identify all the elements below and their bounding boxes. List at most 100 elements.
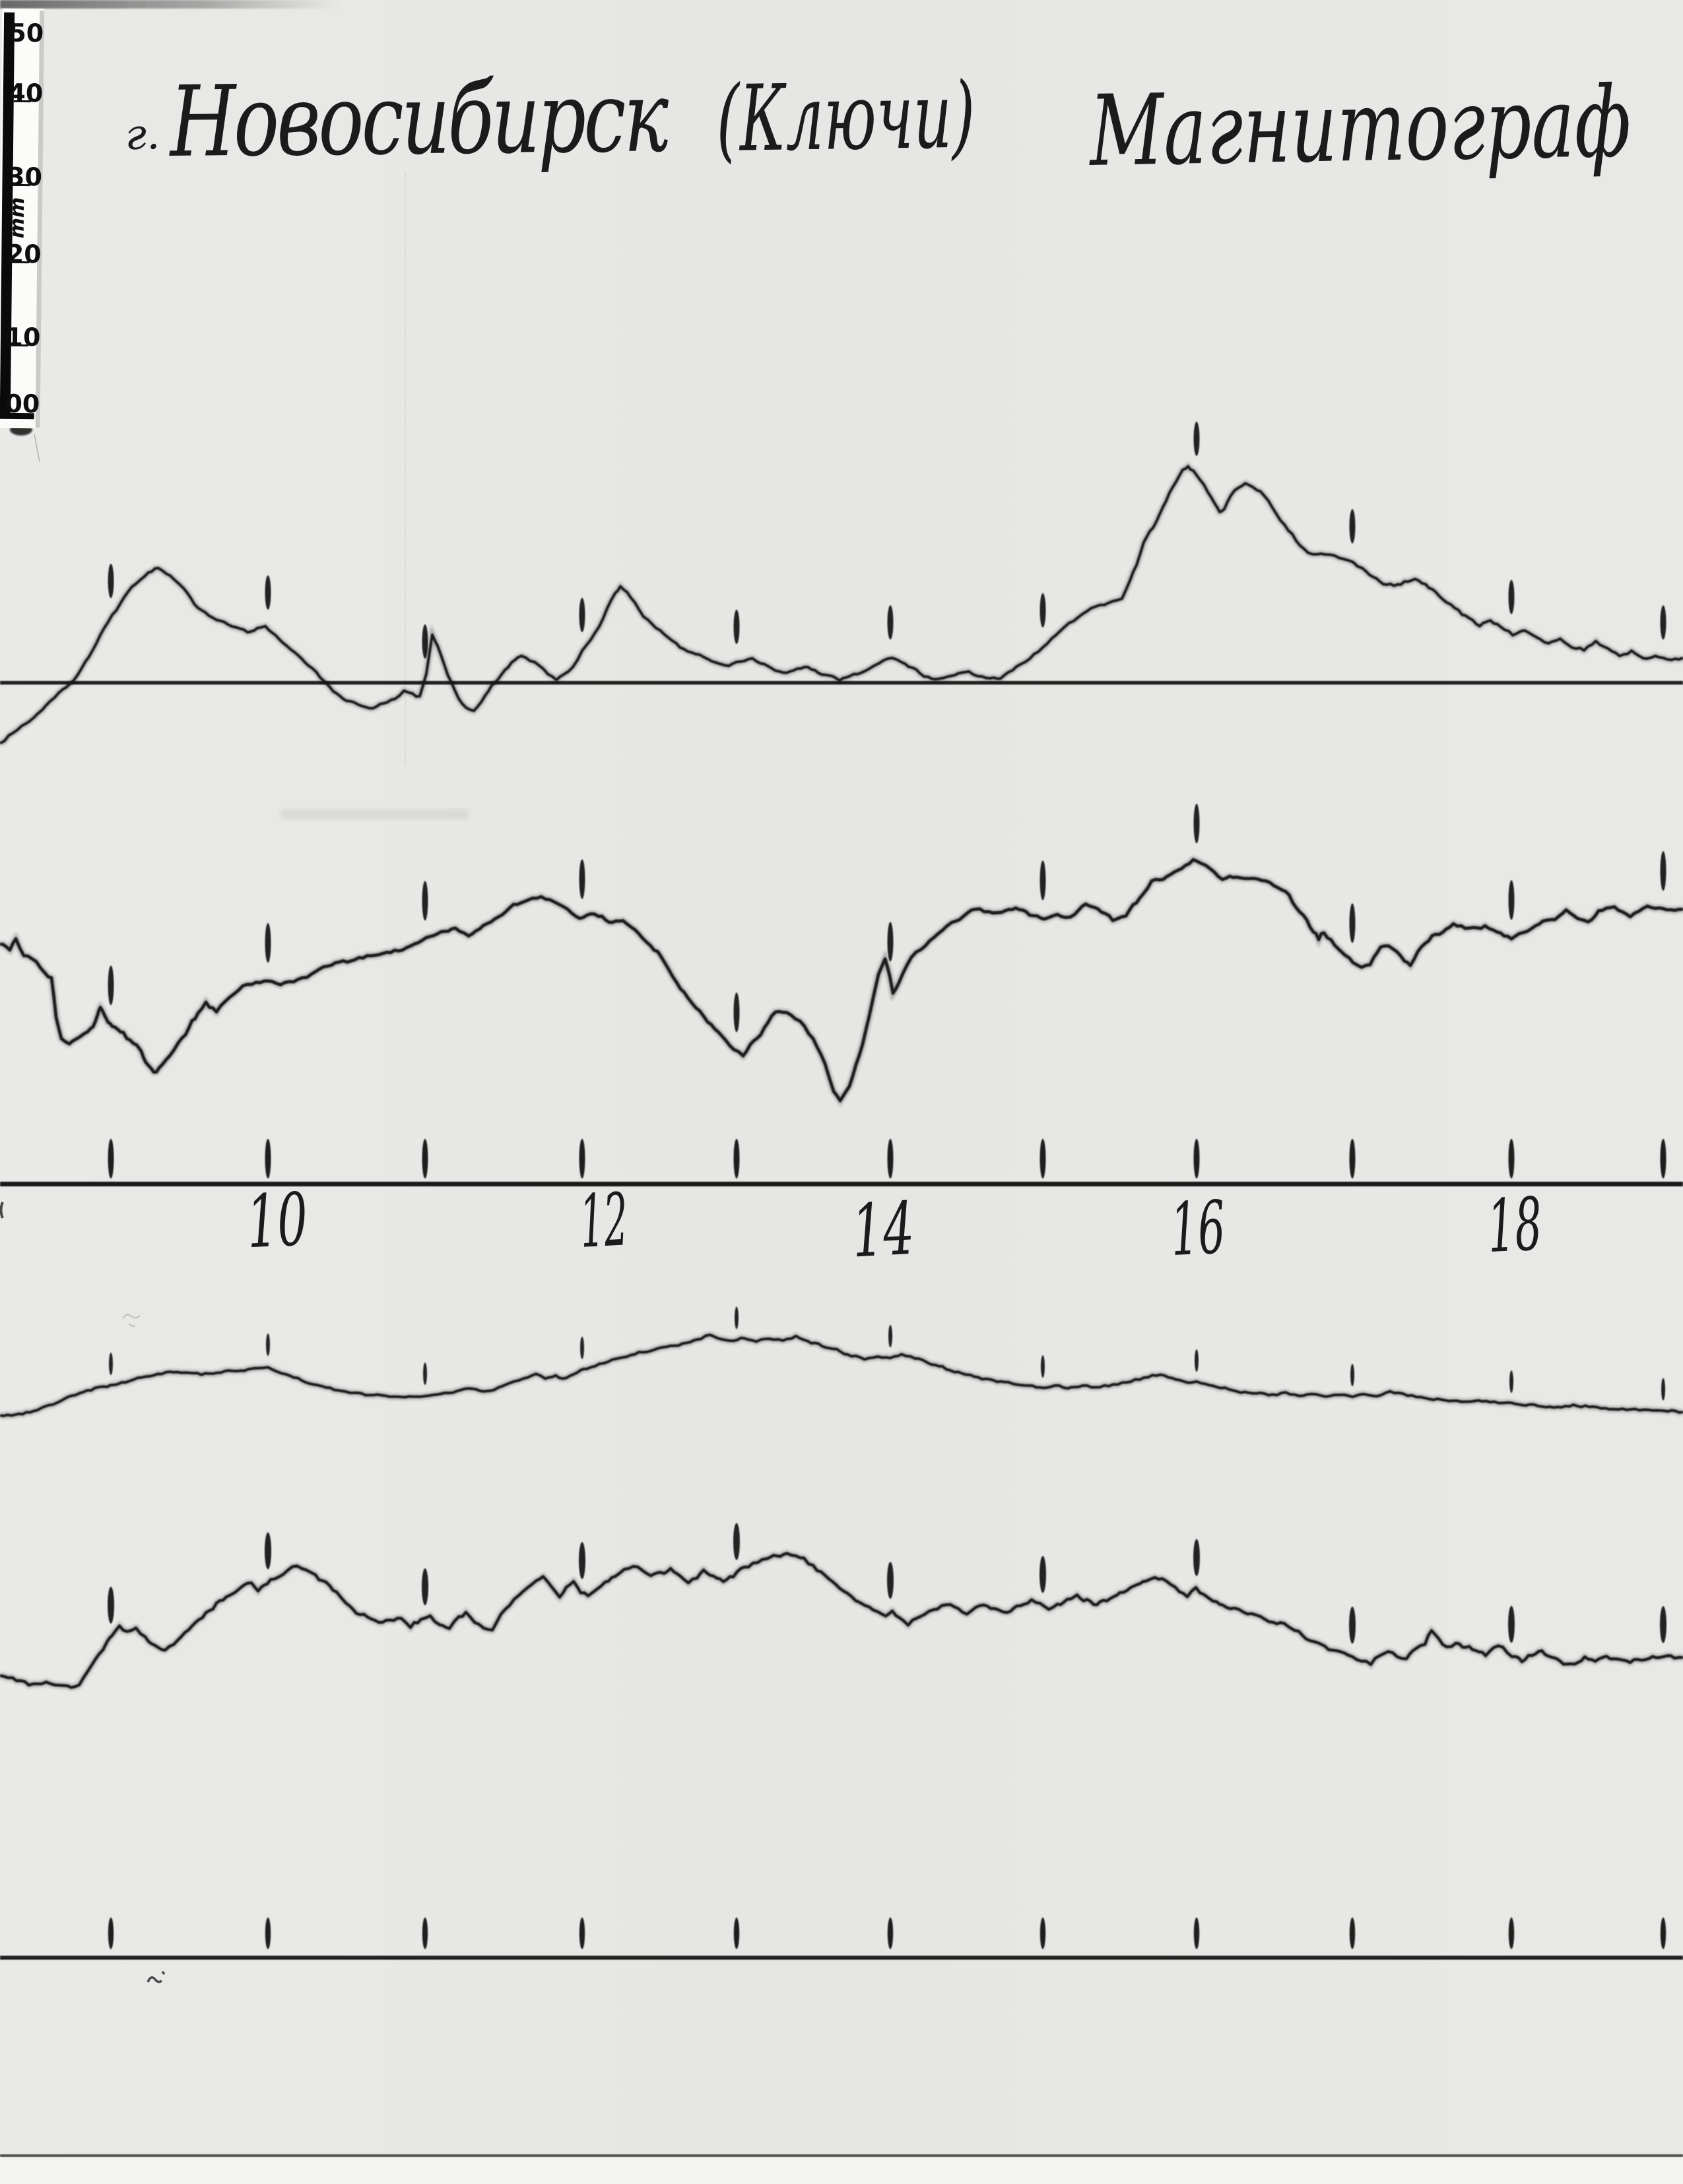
hour-labels: 10 12 14 16 18 [245, 1177, 1544, 1274]
trace-hour-mark-drop [1350, 1364, 1354, 1386]
baselines [0, 681, 1683, 1960]
trace-hour-mark-drop [1508, 579, 1515, 614]
hour-tick-drop [1349, 1917, 1356, 1949]
sheet-bottom-edge [0, 2154, 1683, 2157]
hour-tick-drop [265, 1139, 271, 1178]
baseline-middle [0, 1182, 1683, 1186]
magnetometer-traces [0, 462, 1683, 1691]
pencil-scribble [122, 1314, 141, 1327]
title-station-note: (Ключи) [715, 63, 975, 172]
scratch-mark [34, 434, 40, 463]
hour-label-18: 18 [1486, 1182, 1544, 1269]
trace-hour-mark-drop [887, 605, 894, 640]
scale-unit-label: mm [6, 197, 30, 239]
title-station: Новосибирск [168, 60, 669, 179]
trace-hour-mark-drop [108, 563, 114, 598]
trace-hour-mark-drop [1660, 605, 1666, 640]
trace-hour-mark-drop [422, 881, 428, 921]
trace-hour-mark-drop [422, 1568, 428, 1605]
hour-tick-rows [108, 1116, 1666, 1955]
hour-label-16: 16 [1169, 1185, 1228, 1272]
mm-scale-bar: 50 40 30 20 10 00 mm [0, 8, 45, 429]
trace-hour-mark-drop [887, 1562, 894, 1599]
title-instrument: Магнитограф [1087, 65, 1632, 188]
trace-hour-mark-drop [1040, 860, 1046, 901]
trace-hour-mark-drop [1349, 1607, 1356, 1644]
hour-tick-drop [733, 1917, 740, 1949]
trace-hour-mark-drop [109, 1353, 113, 1375]
trace-hour-mark-drop [1661, 1378, 1665, 1401]
trace-hour-mark-drop [108, 965, 114, 1006]
trace-hour-mark-drop [265, 575, 271, 610]
hour-label-10: 10 [245, 1177, 310, 1265]
scale-strip-edge-shadow [35, 11, 45, 428]
trace-hour-mark-drop [579, 859, 585, 899]
trace-hour-mark-drop [423, 1363, 427, 1385]
baseline-top [0, 681, 1683, 685]
trace-hour-mark-drop [580, 1336, 584, 1359]
hour-tick-drop [108, 1139, 114, 1178]
trace-hour-mark-drop [733, 610, 740, 644]
hour-tick-drop [1660, 1917, 1666, 1949]
hour-tick-drop [422, 1917, 428, 1949]
top-left-shadow-streak [0, 0, 340, 9]
scale-tick-lines [11, 100, 31, 347]
scale-label-10: 10 [5, 323, 40, 352]
trace-hour-mark-drop [1193, 804, 1200, 844]
hour-tick-drop [733, 1139, 740, 1178]
trace-hour-mark-drop [1660, 1606, 1666, 1644]
edge-label-fragment [0, 1202, 4, 1219]
scanner-background [0, 2156, 1683, 2184]
smudge [280, 809, 469, 819]
hour-tick-drop [1193, 1917, 1200, 1949]
hour-tick-drop [1508, 1917, 1515, 1949]
trace-hour-marks [108, 376, 1666, 1667]
trace-hour-mark-drop [266, 1333, 270, 1356]
trace-hour-mark-drop [1040, 593, 1046, 627]
hour-label-12: 12 [578, 1177, 630, 1264]
trace-hour-mark-drop [735, 1306, 739, 1330]
trace-hour-mark-drop [579, 598, 585, 632]
scale-strip-foot [0, 412, 34, 420]
hour-tick-drop [1349, 1139, 1356, 1178]
trace-hour-mark-drop [1508, 880, 1515, 920]
scale-label-50: 50 [9, 18, 44, 48]
heading: г. Новосибирск (Ключи) Магнитограф [125, 60, 1632, 188]
hour-tick-drop [1508, 1139, 1515, 1178]
crease-line [405, 172, 406, 765]
scale-tick-labels: 50 40 30 20 10 00 [5, 18, 44, 419]
hour-tick-drop [887, 1139, 894, 1178]
hour-tick-drop [1660, 1139, 1666, 1178]
trace-hour-mark-drop [1349, 509, 1356, 544]
trace-hour-mark-drop [1660, 851, 1666, 891]
trace-hour-mark-drop [1193, 1539, 1200, 1576]
trace-2 [0, 858, 1683, 1103]
trace-hour-mark-drop [1508, 1605, 1515, 1643]
baseline-bottom [0, 1956, 1683, 1960]
hour-tick-drop [265, 1917, 271, 1949]
hour-tick-drop [579, 1917, 585, 1949]
hour-tick-drop [1193, 1139, 1200, 1178]
hour-tick-drop [887, 1917, 894, 1949]
trace-hour-mark-drop [887, 922, 894, 962]
trace-4 [0, 1552, 1683, 1689]
scale-strip-black-bar [0, 12, 15, 416]
scale-label-30: 30 [7, 162, 42, 192]
trace-hour-mark-drop [1195, 1349, 1199, 1372]
trace-hour-mark-drop [1040, 1556, 1046, 1593]
hour-tick-drop [1040, 1917, 1046, 1949]
trace-hour-mark-drop [422, 624, 428, 659]
hour-tick-drop [108, 1917, 114, 1949]
trace-hour-mark-drop [1193, 422, 1200, 456]
trace-3 [0, 1333, 1683, 1417]
trace-hour-mark-drop [1041, 1355, 1045, 1378]
hour-label-14: 14 [850, 1186, 917, 1274]
title-prefix: г. [125, 110, 160, 160]
hour-tick-drop [1040, 1139, 1046, 1178]
trace-hour-mark-drop [1349, 903, 1356, 944]
trace-hour-mark-drop [888, 1325, 892, 1347]
hour-tick-drop [422, 1139, 428, 1178]
